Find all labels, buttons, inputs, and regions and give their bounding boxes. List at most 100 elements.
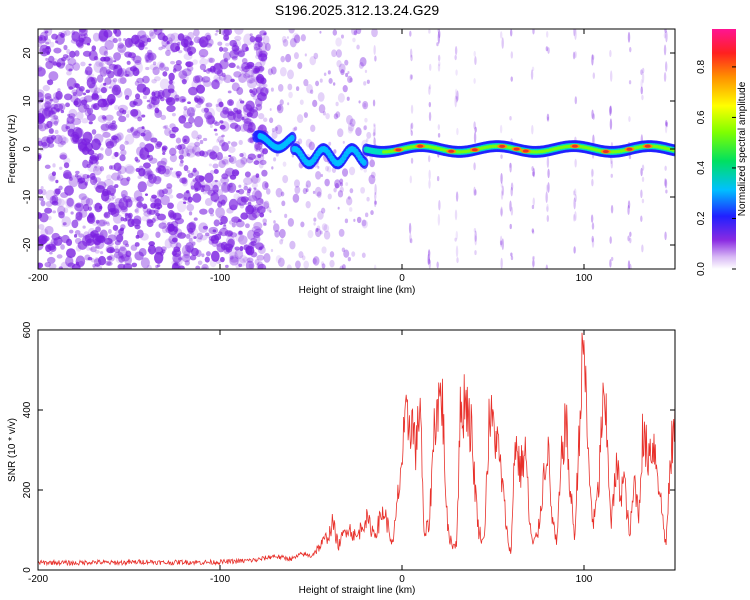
noise-streak	[531, 228, 535, 233]
noise-blob	[349, 118, 356, 127]
noise-blob	[80, 61, 86, 67]
noise-blob	[42, 48, 46, 53]
noise-blob	[93, 55, 99, 61]
noise-blob	[91, 138, 101, 151]
noise-blob	[279, 239, 284, 245]
noise-blob	[243, 118, 253, 127]
noise-blob	[337, 206, 340, 210]
noise-streak	[547, 182, 550, 193]
noise-blob	[227, 140, 231, 144]
noise-blob	[339, 178, 344, 184]
noise-blob	[255, 197, 264, 206]
noise-blob	[349, 188, 354, 194]
noise-blob	[326, 166, 332, 173]
noise-blob	[107, 35, 116, 42]
noise-blob	[132, 55, 142, 64]
noise-blob	[99, 229, 108, 240]
noise-blob	[50, 121, 55, 127]
noise-blob	[337, 92, 345, 103]
noise-blob	[41, 141, 48, 147]
noise-blob	[275, 255, 282, 264]
track-inner	[461, 149, 465, 154]
noise-blob	[38, 43, 43, 48]
noise-blob	[294, 126, 298, 131]
noise-blob	[210, 192, 219, 202]
noise-blob	[292, 127, 296, 132]
noise-blob	[358, 100, 361, 104]
spectrogram-x-tick-label: 100	[576, 273, 593, 284]
noise-blob	[119, 144, 126, 151]
noise-blob	[60, 192, 69, 198]
spectrogram-y-tick-label: 0	[22, 146, 33, 152]
noise-streak	[609, 49, 612, 58]
noise-streak	[427, 258, 431, 265]
noise-blob	[246, 204, 257, 213]
noise-blob	[82, 131, 93, 143]
noise-blob	[87, 257, 93, 261]
noise-blob	[261, 202, 270, 209]
noise-blob	[194, 141, 201, 147]
noise-blob	[218, 74, 227, 81]
noise-blob	[134, 242, 140, 247]
noise-blob	[217, 135, 224, 143]
noise-blob	[86, 246, 91, 251]
noise-blob	[172, 250, 177, 256]
noise-blob	[258, 53, 268, 62]
noise-blob	[196, 136, 200, 141]
noise-streak	[629, 231, 632, 237]
noise-blob	[227, 230, 233, 237]
snr-ylabel: SNR (10 * v/v)	[7, 418, 18, 482]
track-inner	[480, 146, 484, 150]
noise-blob	[119, 154, 126, 162]
noise-blob	[254, 36, 263, 43]
noise-blob	[124, 51, 133, 58]
noise-blob	[254, 141, 263, 151]
noise-blob	[166, 33, 176, 42]
noise-blob	[262, 83, 268, 88]
noise-blob	[123, 263, 133, 269]
noise-streak	[665, 119, 668, 127]
noise-blob	[82, 173, 89, 180]
noise-streak	[591, 54, 595, 60]
noise-blob	[109, 165, 113, 170]
noise-streak	[545, 184, 549, 193]
noise-streak	[456, 127, 459, 136]
track-inner	[439, 147, 443, 152]
noise-blob	[178, 50, 183, 54]
noise-blob	[46, 134, 54, 145]
noise-blob	[94, 249, 100, 254]
noise-streak	[437, 124, 441, 130]
noise-blob	[162, 165, 172, 177]
noise-blob	[185, 190, 190, 194]
snr-x-tick-label: -200	[28, 574, 48, 585]
track-mid	[289, 134, 295, 142]
noise-blob	[126, 110, 133, 115]
spectrogram-x-tick-label: -200	[28, 273, 48, 284]
noise-blob	[177, 232, 187, 239]
noise-blob	[261, 180, 269, 190]
noise-blob	[337, 190, 344, 198]
noise-streak	[500, 206, 503, 217]
noise-blob	[94, 202, 103, 213]
noise-blob	[213, 219, 220, 227]
noise-blob	[279, 99, 284, 106]
noise-blob	[271, 166, 274, 170]
noise-blob	[158, 46, 163, 51]
noise-blob	[179, 73, 189, 83]
track-peak	[417, 144, 424, 148]
noise-blob	[49, 41, 55, 48]
noise-blob	[190, 106, 197, 113]
noise-streak	[409, 233, 412, 244]
noise-blob	[78, 260, 84, 267]
noise-blob	[144, 170, 154, 177]
noise-blob	[174, 217, 185, 225]
noise-blob	[267, 68, 273, 76]
noise-blob	[264, 182, 269, 189]
noise-blob	[259, 159, 267, 166]
noise-blob	[351, 251, 356, 257]
noise-blob	[124, 164, 134, 174]
colorbar-tick-label: 0.0	[696, 262, 707, 276]
track-inner	[589, 146, 594, 151]
noise-streak	[531, 230, 535, 235]
